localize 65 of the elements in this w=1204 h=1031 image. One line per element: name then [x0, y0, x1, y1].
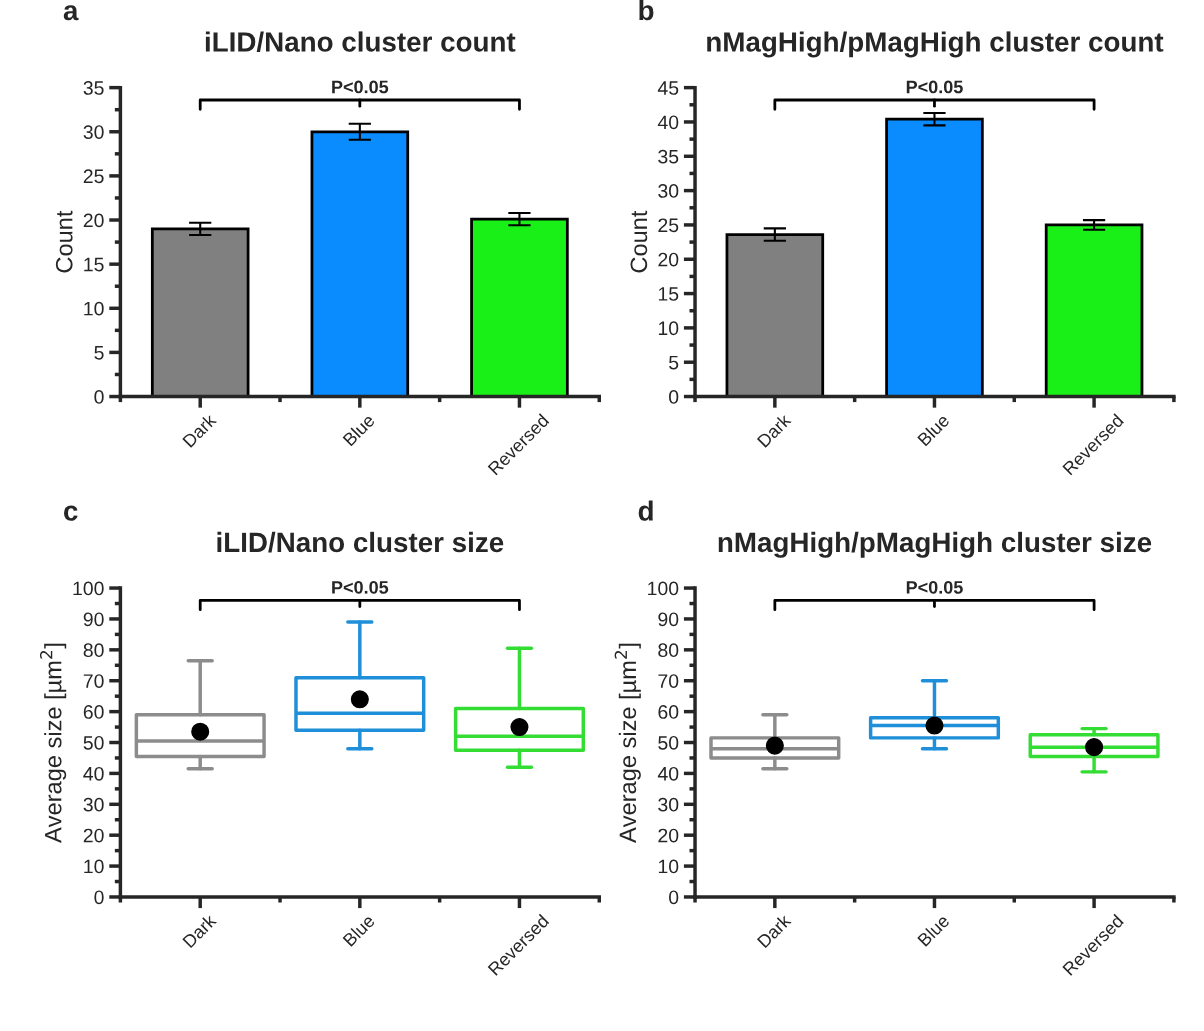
annotation: P<0.05 — [332, 80, 389, 94]
chart-title: iLID/Nano cluster size — [217, 531, 504, 553]
y-tick-label: 20 — [83, 213, 104, 228]
annotation: P<0.05 — [906, 80, 963, 94]
x-tick-label: Blue — [342, 413, 376, 447]
x-tick-label: Blue — [916, 913, 951, 947]
chart-title: iLID/Nano cluster count — [205, 31, 516, 53]
y-tick-label: 10 — [84, 859, 104, 874]
y-tick-label: 30 — [83, 797, 104, 812]
y-tick-label: 25 — [83, 169, 104, 184]
x-tick-label: Blue — [916, 413, 951, 447]
bar — [470, 217, 569, 397]
text: b — [639, 0, 654, 21]
y-tick-label: 40 — [657, 115, 679, 130]
y-tick-label: 90 — [658, 612, 679, 627]
y-axis-title: Average size [µm$^{2}$] — [39, 643, 67, 843]
text: a — [63, 5, 79, 21]
y-tick-label: 60 — [83, 705, 104, 719]
y-axis-title: Average size [µm$^{2}$] — [614, 643, 641, 843]
y-tick-label: 50 — [83, 735, 104, 750]
text: d — [638, 500, 653, 521]
y-tick-label: 40 — [83, 766, 104, 781]
y-tick-label: 80 — [83, 643, 104, 658]
y-tick-label: 5 — [669, 355, 679, 370]
chart-title: nMagHigh/pMagHigh cluster size — [718, 531, 1152, 558]
bar — [725, 233, 825, 397]
y-tick-label: 30 — [83, 125, 104, 139]
y-tick-label: 100 — [648, 581, 679, 596]
annotation: P<0.05 — [906, 580, 963, 594]
y-tick-label: 60 — [658, 705, 679, 719]
y-tick-label: 0 — [669, 890, 679, 905]
y-tick-label: 30 — [658, 184, 679, 198]
text: c — [64, 505, 78, 521]
y-tick-label: 0 — [669, 390, 679, 404]
y-tick-label: 10 — [658, 859, 679, 874]
y-tick-label: 80 — [658, 643, 679, 658]
y-tick-label: 10 — [658, 321, 679, 336]
y-tick-label: 45 — [657, 81, 679, 95]
y-tick-label: 40 — [657, 766, 679, 781]
y-tick-label: 25 — [658, 218, 679, 233]
annotation: P<0.05 — [332, 580, 389, 594]
y-tick-label: 5 — [94, 346, 104, 360]
y-tick-label: 30 — [658, 797, 679, 812]
y-tick-label: 70 — [658, 674, 679, 688]
y-tick-label: 10 — [84, 301, 104, 316]
y-tick-label: 35 — [83, 81, 104, 95]
y-axis-title: Count — [55, 210, 73, 273]
y-tick-label: 15 — [84, 257, 104, 272]
bar — [1044, 223, 1144, 397]
y-tick-label: 0 — [94, 390, 104, 404]
y-tick-label: 15 — [658, 287, 679, 301]
x-tick-label: Blue — [342, 913, 376, 947]
chart-title: nMagHigh/pMagHigh cluster count — [707, 31, 1164, 58]
y-tick-label: 70 — [83, 674, 104, 688]
y-axis-title: Count — [630, 210, 648, 273]
y-tick-label: 20 — [83, 828, 104, 843]
y-tick-label: 35 — [658, 149, 679, 164]
bar — [885, 117, 984, 397]
y-tick-label: 0 — [94, 890, 104, 905]
y-tick-label: 50 — [658, 735, 679, 750]
y-tick-label: 100 — [73, 581, 104, 596]
y-tick-label: 90 — [83, 612, 104, 627]
y-tick-label: 20 — [658, 252, 679, 267]
y-tick-label: 20 — [658, 828, 679, 843]
bar — [150, 227, 250, 397]
